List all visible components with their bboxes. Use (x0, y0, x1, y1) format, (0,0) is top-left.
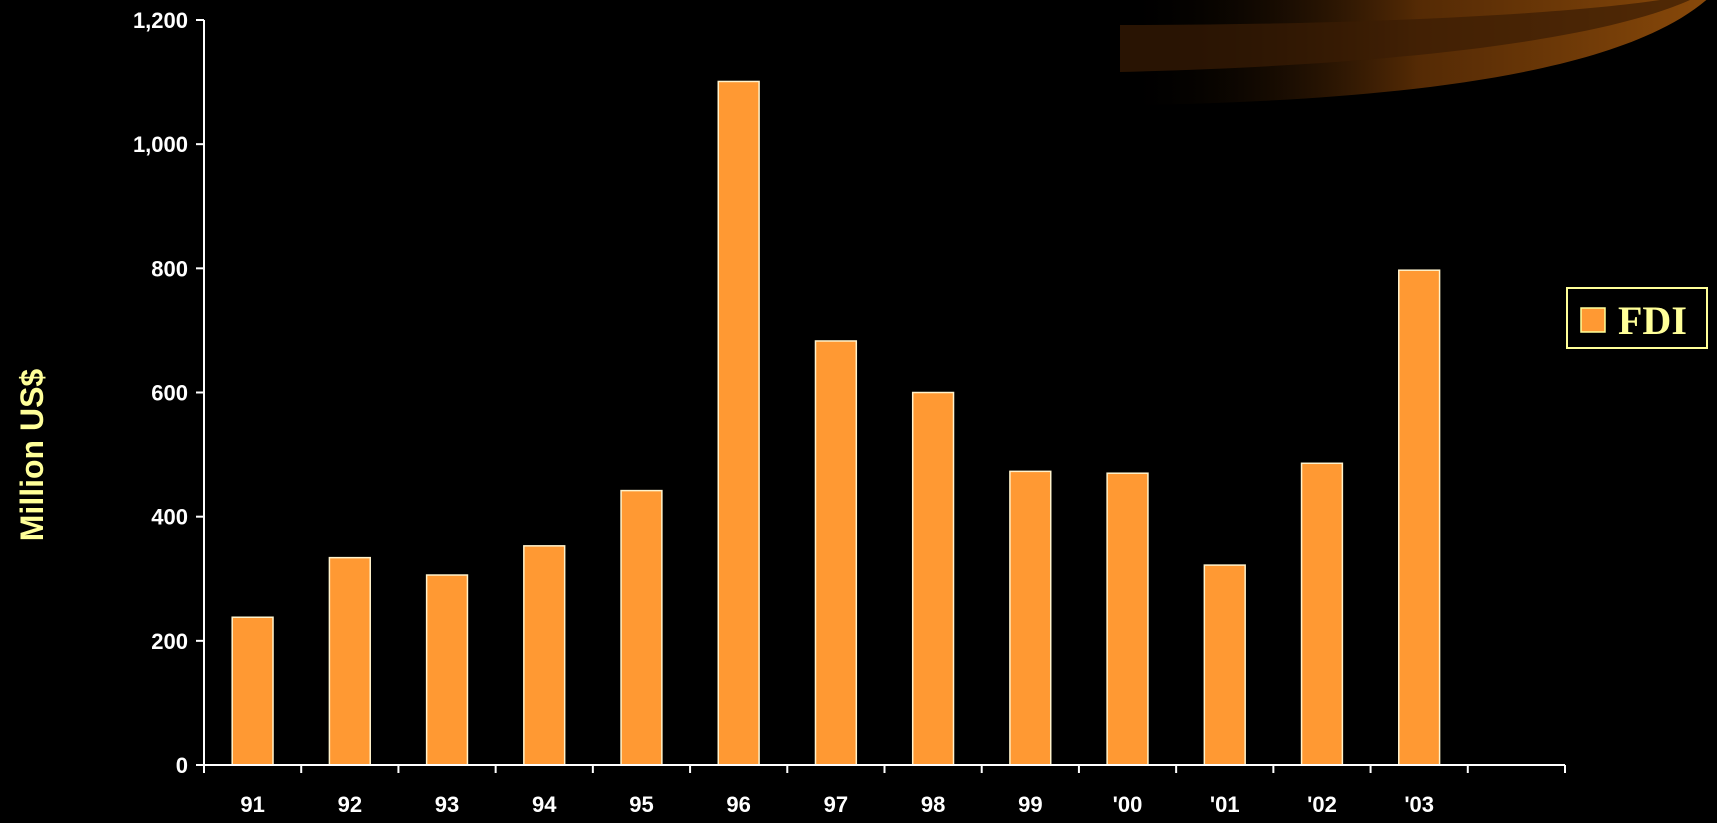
legend-swatch (1580, 307, 1606, 333)
y-axis-title: Million US$ (14, 369, 50, 542)
x-tick-label: '00 (1113, 792, 1143, 817)
bar-02 (1300, 462, 1344, 766)
bar-98 (911, 391, 955, 766)
y-tick-label: 1,000 (133, 132, 188, 157)
x-tick-label: '02 (1307, 792, 1337, 817)
bar-00 (1106, 472, 1149, 766)
bar-93 (425, 574, 469, 766)
y-axis-ticks: 0 200 400 600 800 1,000 1,200 (133, 8, 204, 778)
x-axis-ticks: 91 92 93 94 95 96 97 98 99 '00 '01 '02 '03 (203, 765, 1566, 817)
bar-99 (1009, 470, 1052, 766)
x-tick-label: 91 (240, 792, 264, 817)
x-tick-label: '01 (1210, 792, 1240, 817)
legend-box (1566, 287, 1708, 349)
x-tick-label: 96 (726, 792, 750, 817)
y-tick-label: 0 (176, 753, 188, 778)
legend-label: FDI (1618, 298, 1687, 343)
x-tick-label: '03 (1404, 792, 1434, 817)
x-tick-label: 92 (338, 792, 362, 817)
bar-01 (1203, 564, 1246, 766)
x-tick-label: 99 (1018, 792, 1042, 817)
x-tick-label: 93 (435, 792, 459, 817)
x-tick-label: 97 (824, 792, 848, 817)
bar-91 (231, 616, 274, 766)
x-tick-label: 95 (629, 792, 653, 817)
y-tick-label: 800 (151, 256, 188, 281)
x-tick-label: 94 (532, 792, 557, 817)
y-tick-label: 400 (151, 505, 188, 530)
bar-92 (328, 556, 371, 766)
x-tick-label: 98 (921, 792, 945, 817)
y-tick-label: 1,200 (133, 8, 188, 33)
bar-94 (523, 545, 566, 766)
y-tick-label: 200 (151, 629, 188, 654)
decorative-swoosh (1120, 0, 1717, 105)
legend: FDI (1566, 287, 1708, 349)
bar-03 (1398, 269, 1441, 766)
bar-97 (814, 340, 858, 766)
y-tick-label: 600 (151, 381, 188, 406)
bar-95 (620, 489, 663, 766)
bars (231, 80, 1441, 766)
bar-96 (717, 80, 760, 766)
